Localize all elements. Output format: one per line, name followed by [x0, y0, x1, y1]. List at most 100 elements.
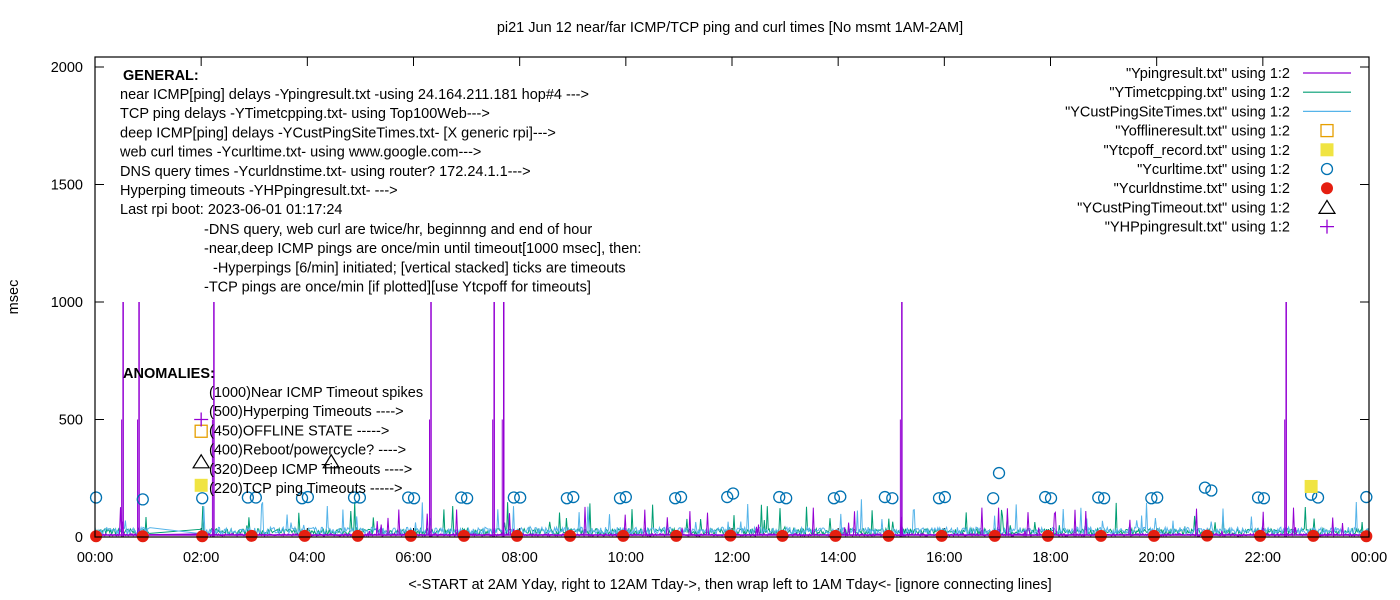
ycurltime-point [353, 491, 367, 504]
ycustpingtimeout-point [322, 453, 341, 469]
general-note: web curl times -Ycurltime.txt- using www… [119, 145, 481, 161]
legend-label: "Ycurltime.txt" using 1:2 [1137, 162, 1290, 178]
general-note-indented: -TCP pings are once/min [if plotted][use… [204, 280, 591, 296]
general-note-indented: -DNS query, web curl are twice/hr, begin… [204, 222, 592, 238]
ycurltime-point [295, 492, 309, 505]
ycurltime-point [1205, 484, 1218, 497]
ycurldnstime-point [1148, 529, 1161, 542]
ycurldnstime-point [988, 529, 1001, 542]
ycurldnstime-point [1307, 529, 1320, 542]
ycurldnstime-point [829, 529, 842, 542]
general-note: near ICMP[ping] delays -Ypingresult.txt … [120, 87, 589, 103]
ytcpoff_record-point [194, 478, 208, 492]
legend-label: "YCustPingTimeout.txt" using 1:2 [1077, 200, 1290, 216]
general-note: Last rpi boot: 2023-06-01 01:17:24 [120, 202, 343, 218]
legend-sample [1320, 143, 1334, 157]
ycurltime-point [567, 490, 580, 504]
ycurltime-point [507, 491, 520, 504]
x-axis-label: <-START at 2AM Yday, right to 12AM Tday-… [408, 577, 1051, 593]
legend-label: "Yofflineresult.txt" using 1:2 [1115, 124, 1290, 140]
legend-label: "Ypingresult.txt" using 1:2 [1126, 66, 1290, 82]
y-tick-label: 1500 [51, 178, 83, 194]
x-tick-label: 04:00 [289, 550, 325, 566]
y-tick-label: 500 [59, 413, 83, 429]
x-tick-label: 14:00 [820, 550, 856, 566]
ycurldnstime-point [1094, 529, 1107, 542]
ycurltime-point [613, 492, 627, 505]
x-tick-label: 18:00 [1032, 550, 1068, 566]
ycurldnstime-point [564, 529, 577, 542]
ycurltime-point [726, 487, 740, 500]
legend-sample [1320, 219, 1334, 234]
ycurldnstime-point [511, 529, 524, 542]
ycurltime-point [932, 492, 946, 505]
chart-title: pi21 Jun 12 near/far ICMP/TCP ping and c… [497, 20, 963, 36]
legend-sample [1320, 162, 1334, 176]
x-tick-label: 00:00 [1351, 550, 1387, 566]
ycurltime-point [992, 466, 1006, 480]
legend-sample [1320, 123, 1334, 138]
ycurltime-point [721, 490, 734, 504]
ycurltime-point [1198, 481, 1212, 494]
ycurltime-point [249, 491, 262, 504]
general-heading: GENERAL: [123, 68, 199, 84]
ycurltime-point [674, 490, 688, 504]
ycurltime-point [402, 491, 415, 504]
ycurltime-point [1039, 490, 1052, 504]
general-note: deep ICMP[ping] delays -YCustPingSiteTim… [120, 125, 556, 141]
general-note: TCP ping delays -YTimetcpping.txt- using… [120, 106, 490, 122]
ycurldnstime-point [776, 529, 789, 542]
legend-label: "YTimetcpping.txt" using 1:2 [1109, 85, 1290, 101]
ycurltime-point [1257, 492, 1271, 505]
ycurltime-point [460, 492, 474, 505]
yhppingresult-point [194, 412, 209, 427]
x-tick-label: 12:00 [714, 550, 750, 566]
ycurltime-point [455, 491, 468, 504]
anomaly-note: (220)TCP ping Timeouts -----> [209, 481, 403, 497]
ycurltime-point [89, 491, 103, 504]
ycurldnstime-point [670, 529, 683, 542]
ycurltime-point [669, 492, 682, 505]
ycurldnstime-point [1360, 530, 1373, 543]
ycurltime-point [1251, 491, 1265, 504]
ycurldnstime-point [1201, 529, 1214, 542]
ycurltime-point [347, 491, 361, 504]
anomalies-heading: ANOMALIES: [123, 366, 215, 382]
x-tick-label: 16:00 [926, 550, 962, 566]
anomaly-note: (320)Deep ICMP Timeouts ----> [209, 462, 412, 478]
ycurldnstime-point [298, 529, 311, 542]
general-note-indented: -near,deep ICMP pings are once/min until… [204, 241, 641, 257]
general-note: Hyperping timeouts -YHPpingresult.txt- -… [120, 183, 398, 199]
general-note: DNS query times -Ycurldnstime.txt- using… [120, 164, 531, 180]
ycurltime-point [407, 492, 421, 505]
ycurldnstime-point [457, 529, 470, 542]
ycurltime-point [1311, 491, 1325, 504]
x-tick-label: 00:00 [77, 550, 113, 566]
general-note-indented: -Hyperpings [6/min] initiated; [vertical… [213, 260, 626, 276]
ycurltime-point [773, 490, 786, 504]
ycurltime-point [1360, 490, 1373, 504]
ycurltime-point [1097, 492, 1111, 505]
ycurldnstime-point [90, 530, 103, 543]
ycurldnstime-point [724, 529, 737, 542]
ycurltime-point [827, 492, 841, 505]
legend-label: "YHPpingresult.txt" using 1:2 [1105, 220, 1290, 236]
anomaly-note: (1000)Near ICMP Timeout spikes [209, 385, 423, 401]
x-tick-label: 02:00 [183, 550, 219, 566]
custping-line [94, 499, 1370, 537]
y-tick-label: 0 [75, 530, 83, 546]
y-tick-label: 1000 [51, 295, 83, 311]
anomaly-note: (400)Reboot/powercycle? ----> [209, 443, 406, 459]
ycurltime-point [886, 492, 899, 505]
anomaly-note: (500)Hyperping Timeouts ----> [209, 404, 404, 420]
ycurldnstime-point [935, 529, 948, 542]
ycurldnstime-point [245, 529, 258, 542]
x-tick-label: 20:00 [1139, 550, 1175, 566]
ycustpingtimeout-point [192, 453, 211, 469]
yofflineresult-point [194, 424, 208, 438]
ycurldnstime-point [351, 529, 364, 542]
y-tick-label: 2000 [51, 60, 83, 76]
ycurltime-point [834, 490, 847, 503]
anomaly-note: (450)OFFLINE STATE -----> [209, 423, 389, 439]
